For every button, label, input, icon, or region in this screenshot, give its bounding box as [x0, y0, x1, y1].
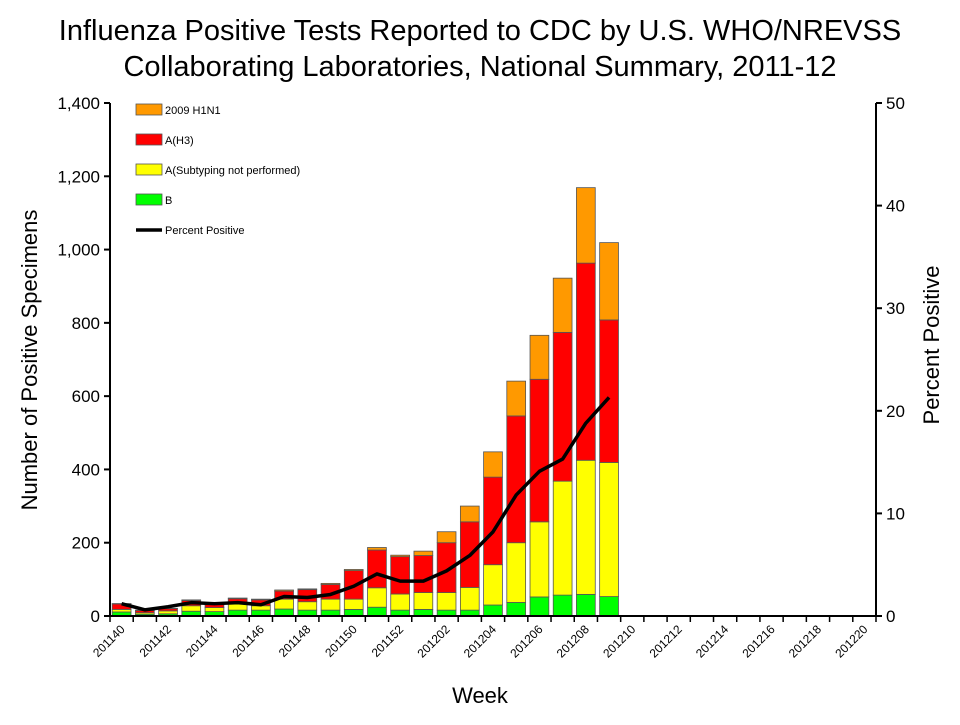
- y-tick-label: 1,000: [57, 241, 100, 260]
- y-tick-label: 0: [91, 607, 100, 626]
- x-tick-label: 201148: [276, 622, 314, 660]
- bar-segment: [553, 481, 572, 595]
- chart-title-line1: Influenza Positive Tests Reported to CDC…: [59, 15, 901, 47]
- y2-tick-label: 40: [886, 197, 905, 216]
- bar-segment: [414, 593, 433, 610]
- bar-segment: [437, 593, 456, 611]
- legend-swatch: [136, 164, 162, 175]
- bar-segment: [576, 460, 595, 594]
- bar-segment: [553, 278, 572, 332]
- bar-segment: [368, 588, 387, 607]
- legend-label: A(Subtyping not performed): [165, 165, 300, 177]
- y2-tick-label: 10: [886, 504, 905, 523]
- legend-label: Percent Positive: [165, 225, 244, 237]
- x-tick-label: 201218: [786, 622, 824, 660]
- x-tick-label: 201204: [461, 622, 499, 660]
- bar-segment: [414, 556, 433, 593]
- bar-segment: [576, 188, 595, 263]
- x-tick-label: 201212: [647, 622, 685, 660]
- legend-label: B: [165, 195, 172, 207]
- legend-swatch: [136, 104, 162, 115]
- y2-tick-label: 20: [886, 402, 905, 421]
- legend-label: A(H3): [165, 135, 194, 147]
- bar-segment: [600, 320, 619, 463]
- x-tick-label: 201216: [739, 622, 777, 660]
- bar-segment: [507, 602, 526, 616]
- y-tick-label: 600: [72, 387, 100, 406]
- y-tick-label: 800: [72, 314, 100, 333]
- bar-segment: [298, 589, 317, 590]
- y-tick-label: 200: [72, 534, 100, 553]
- x-tick-label: 201142: [137, 622, 175, 660]
- bar-segment: [298, 602, 317, 610]
- bar-segment: [484, 565, 503, 605]
- bar-segment: [228, 598, 247, 599]
- bar-segment: [600, 243, 619, 320]
- bar-segment: [507, 543, 526, 603]
- bar-segment: [460, 506, 479, 522]
- y2-tick-label: 0: [886, 607, 895, 626]
- bar-segment: [391, 557, 410, 594]
- legend-swatch: [136, 134, 162, 145]
- x-tick-label: 201208: [554, 622, 592, 660]
- bar-segment: [391, 594, 410, 610]
- bar-segment: [275, 609, 294, 616]
- bar-segment: [182, 606, 201, 611]
- bar-segment: [600, 462, 619, 596]
- y-tick-label: 400: [72, 460, 100, 479]
- bar-segment: [368, 547, 387, 550]
- bar-segment: [530, 379, 549, 522]
- bar-segment: [368, 550, 387, 588]
- bar-segment: [553, 595, 572, 616]
- y2-tick-label: 50: [886, 94, 905, 113]
- bar-segment: [507, 416, 526, 543]
- bar-segment: [391, 555, 410, 556]
- bar-segment: [530, 597, 549, 616]
- x-tick-label: 201146: [229, 622, 267, 660]
- bar-segment: [344, 599, 363, 609]
- bar-segment: [484, 605, 503, 616]
- y2-axis-label: Percent Positive: [919, 266, 944, 425]
- bar-segment: [159, 611, 178, 614]
- chart-title-line2: Collaborating Laboratories, National Sum…: [123, 51, 836, 83]
- x-tick-label: 201214: [693, 622, 731, 660]
- x-tick-label: 201220: [832, 622, 870, 660]
- x-tick-label: 201202: [414, 622, 452, 660]
- x-tick-label: 201150: [322, 622, 360, 660]
- bar-segment: [530, 335, 549, 379]
- bar-segment: [414, 551, 433, 555]
- y-tick-label: 1,400: [57, 94, 100, 113]
- bar-segment: [576, 594, 595, 616]
- bar-segment: [321, 599, 340, 610]
- bar-segment: [251, 599, 270, 600]
- bar-segment: [182, 600, 201, 601]
- x-tick-label: 201144: [183, 622, 221, 660]
- x-tick-label: 201140: [90, 622, 128, 660]
- y2-tick-label: 30: [886, 299, 905, 318]
- bar-segment: [460, 587, 479, 610]
- y-tick-label: 1,200: [57, 167, 100, 186]
- bar-segment: [344, 569, 363, 570]
- x-axis-label: Week: [452, 683, 509, 708]
- legend-label: 2009 H1N1: [165, 105, 221, 117]
- bar-segment: [321, 583, 340, 584]
- bar-segment: [205, 608, 224, 612]
- x-tick-label: 201152: [369, 622, 407, 660]
- legend-swatch: [136, 194, 162, 205]
- bar-segment: [368, 607, 387, 616]
- bar-segment: [600, 597, 619, 616]
- bar-segment: [437, 532, 456, 543]
- x-tick-label: 201210: [600, 622, 638, 660]
- bar-segment: [275, 590, 294, 591]
- x-tick-label: 201206: [507, 622, 545, 660]
- y-axis-label: Number of Positive Specimens: [17, 210, 42, 511]
- bar-segment: [530, 522, 549, 597]
- bar-segment: [507, 381, 526, 416]
- bar-segment: [484, 452, 503, 477]
